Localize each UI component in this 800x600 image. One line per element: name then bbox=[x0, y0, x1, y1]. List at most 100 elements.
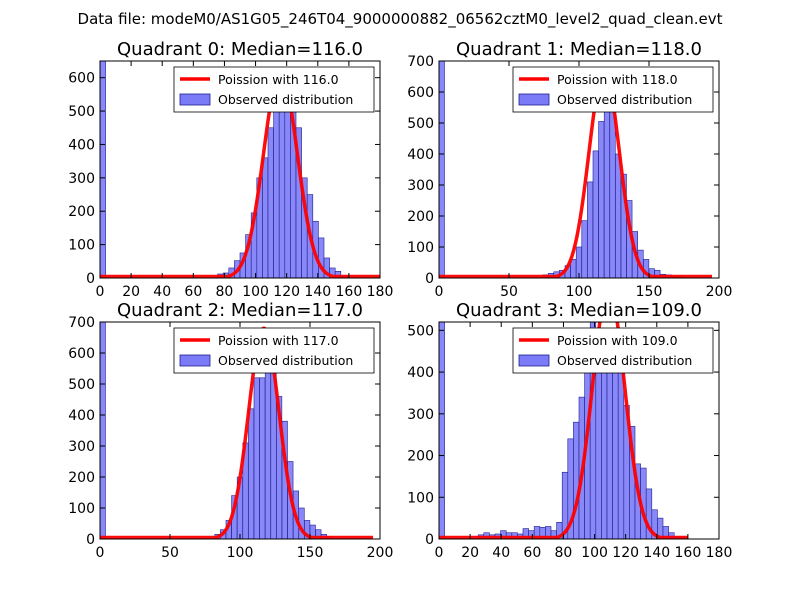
legend: Poission with 117.0 Observed distribution bbox=[173, 327, 375, 374]
histogram-bar bbox=[598, 121, 605, 278]
histogram-bar bbox=[595, 350, 602, 539]
quadrant-1-plot: 0 50 100 150 200 0 100 200 300 400 500 600 700 Quadra… bbox=[407, 39, 732, 300]
plot-title: Quadrant 3: Median=109.0 bbox=[456, 300, 702, 321]
histogram-bar bbox=[262, 157, 269, 278]
x-tick-label: 120 bbox=[612, 545, 639, 561]
x-tick-label: 150 bbox=[297, 545, 324, 561]
quadrant-0-plot: 0 20 40 60 80 100 120 140 160 1800100200300400500… bbox=[68, 39, 393, 300]
x-tick-label: 100 bbox=[581, 545, 608, 561]
poisson-curve bbox=[439, 322, 690, 539]
x-tick-label: 50 bbox=[161, 545, 179, 561]
y-tick-label: 300 bbox=[407, 407, 434, 423]
y-tick-label: 300 bbox=[407, 178, 434, 194]
histogram-bar bbox=[603, 91, 610, 278]
histogram-bar bbox=[573, 421, 580, 539]
y-tick-label: 500 bbox=[68, 377, 95, 393]
y-tick-label: 200 bbox=[407, 209, 434, 225]
histogram-bar bbox=[439, 322, 445, 539]
plot-title: Quadrant 2: Median=117.0 bbox=[117, 300, 363, 321]
y-tick-label: 200 bbox=[68, 204, 95, 220]
axes-frame bbox=[438, 321, 720, 540]
x-tick-label: 180 bbox=[706, 545, 733, 561]
x-tick-label: 80 bbox=[555, 545, 573, 561]
x-tick-label: 20 bbox=[122, 284, 140, 300]
y-tick-label: 400 bbox=[68, 137, 95, 153]
x-tick-label: 50 bbox=[500, 284, 518, 300]
y-tick-label: 100 bbox=[407, 240, 434, 256]
y-tick-label: 300 bbox=[68, 439, 95, 455]
y-tick-label: 500 bbox=[407, 116, 434, 132]
x-tick-label: 40 bbox=[492, 545, 510, 561]
y-tick-label: 0 bbox=[425, 532, 434, 548]
legend-label-curve: Poission with 116.0 bbox=[218, 72, 339, 87]
y-tick-label: 600 bbox=[68, 346, 95, 362]
legend: Poission with 109.0 Observed distribution bbox=[512, 327, 714, 374]
y-tick-label: 400 bbox=[68, 408, 95, 424]
y-tick-label: 700 bbox=[68, 315, 95, 331]
x-tick-label: 60 bbox=[184, 284, 202, 300]
y-tick-label: 300 bbox=[68, 171, 95, 187]
y-tick-label: 600 bbox=[407, 85, 434, 101]
histogram-bar bbox=[601, 367, 608, 539]
x-tick-label: 150 bbox=[636, 284, 663, 300]
y-tick-label: 500 bbox=[407, 323, 434, 339]
y-tick-label: 0 bbox=[86, 532, 95, 548]
suptitle: Data file: modeM0/AS1G05_246T04_90000008… bbox=[78, 10, 723, 29]
quadrant-3-plot: 0 20 40 60 80 100 120 140 160 1800100200300400500… bbox=[407, 300, 733, 561]
plot-area bbox=[100, 322, 375, 539]
plot-area bbox=[100, 61, 380, 278]
histogram-bar bbox=[615, 153, 622, 278]
histogram-bar bbox=[100, 61, 106, 278]
plot-area bbox=[439, 61, 714, 278]
histogram-bar bbox=[278, 109, 286, 278]
x-tick-label: 140 bbox=[643, 545, 670, 561]
legend-bar-swatch bbox=[518, 354, 550, 367]
legend-label-bars: Observed distribution bbox=[557, 353, 692, 368]
x-tick-label: 200 bbox=[706, 284, 733, 300]
plot-title: Quadrant 1: Median=118.0 bbox=[456, 39, 702, 60]
poisson-curve bbox=[100, 326, 375, 539]
x-tick-label: 0 bbox=[96, 545, 105, 561]
legend-label-curve: Poission with 117.0 bbox=[218, 333, 339, 348]
legend-label-bars: Observed distribution bbox=[218, 92, 353, 107]
histogram-bar bbox=[273, 92, 280, 278]
histogram-bar bbox=[253, 377, 260, 539]
poisson-curve bbox=[439, 68, 714, 278]
y-tick-label: 0 bbox=[86, 271, 95, 287]
x-tick-label: 100 bbox=[227, 545, 254, 561]
legend-label-bars: Observed distribution bbox=[218, 353, 353, 368]
x-tick-label: 0 bbox=[96, 284, 105, 300]
legend: Poission with 116.0 Observed distribution bbox=[173, 66, 375, 113]
plot-title: Quadrant 0: Median=116.0 bbox=[117, 39, 363, 60]
x-tick-label: 160 bbox=[336, 284, 363, 300]
legend-label-curve: Poission with 109.0 bbox=[557, 333, 678, 348]
axes-frame bbox=[99, 60, 381, 279]
x-tick-label: 100 bbox=[566, 284, 593, 300]
y-tick-label: 400 bbox=[407, 147, 434, 163]
legend-label-curve: Poission with 118.0 bbox=[557, 72, 678, 87]
legend-label-bars: Observed distribution bbox=[557, 92, 692, 107]
x-tick-label: 200 bbox=[367, 545, 394, 561]
y-tick-label: 200 bbox=[407, 449, 434, 465]
y-tick-label: 100 bbox=[68, 238, 95, 254]
histogram-bar bbox=[592, 150, 599, 278]
y-tick-label: 600 bbox=[68, 71, 95, 87]
quadrant-2-plot: 0 50 100 150 200 0 100 200 300 400 500 600 700 Quadra… bbox=[68, 300, 393, 561]
legend-bar-swatch bbox=[179, 354, 211, 367]
y-tick-label: 100 bbox=[68, 501, 95, 517]
histogram-bar bbox=[248, 408, 255, 539]
histogram-bar bbox=[581, 220, 588, 278]
legend-bar-swatch bbox=[179, 93, 211, 106]
x-tick-label: 80 bbox=[216, 284, 234, 300]
x-tick-label: 140 bbox=[304, 284, 331, 300]
x-tick-label: 40 bbox=[153, 284, 171, 300]
y-tick-label: 500 bbox=[68, 104, 95, 120]
legend: Poission with 118.0 Observed distribution bbox=[512, 66, 714, 113]
legend-bar-swatch bbox=[518, 93, 550, 106]
y-tick-label: 400 bbox=[407, 365, 434, 381]
histogram-bar bbox=[439, 61, 445, 278]
histogram-bar bbox=[334, 271, 342, 278]
histogram-bar bbox=[587, 181, 594, 278]
x-tick-label: 60 bbox=[523, 545, 541, 561]
